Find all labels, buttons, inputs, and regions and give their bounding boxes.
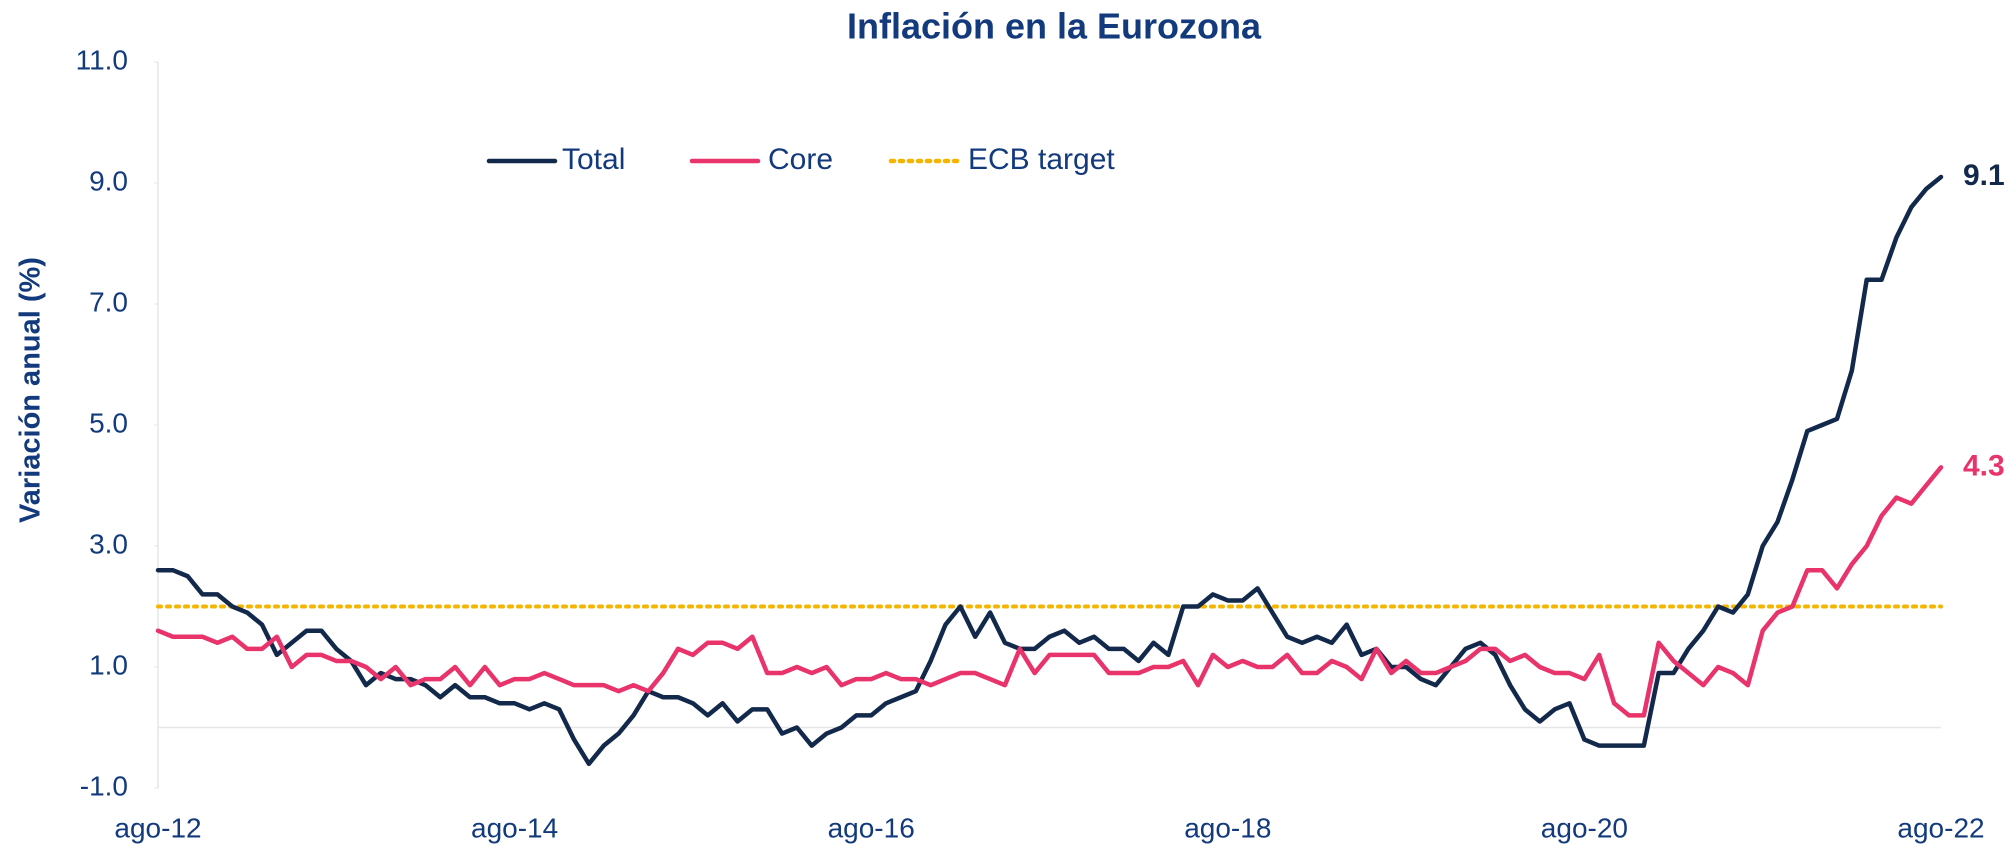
x-tick-label: ago-22	[1897, 812, 1984, 843]
end-label: 9.1	[1963, 159, 2005, 192]
x-tick-label: ago-18	[1184, 812, 1271, 843]
series-line	[155, 465, 1944, 718]
chart-title: Inflación en la Eurozona	[847, 6, 1262, 47]
x-tick-label: ago-20	[1541, 812, 1628, 843]
x-tick-label: ago-12	[114, 812, 201, 843]
y-tick-label: 9.0	[89, 165, 128, 196]
y-tick-label: 1.0	[89, 649, 128, 680]
x-tick-label: ago-16	[828, 812, 915, 843]
legend-label: Total	[562, 143, 625, 176]
x-tick-label: ago-14	[471, 812, 558, 843]
y-tick-label: 3.0	[89, 528, 128, 559]
legend-label: ECB target	[968, 143, 1115, 176]
y-tick-label: -1.0	[80, 770, 128, 801]
legend-label: Core	[768, 143, 833, 176]
series-line	[155, 174, 1944, 767]
y-axis-title: Variación anual (%)	[15, 257, 47, 523]
y-tick-label: 5.0	[89, 407, 128, 438]
end-label: 4.3	[1963, 449, 2005, 482]
y-tick-label: 11.0	[76, 44, 128, 75]
y-tick-label: 7.0	[89, 286, 128, 317]
